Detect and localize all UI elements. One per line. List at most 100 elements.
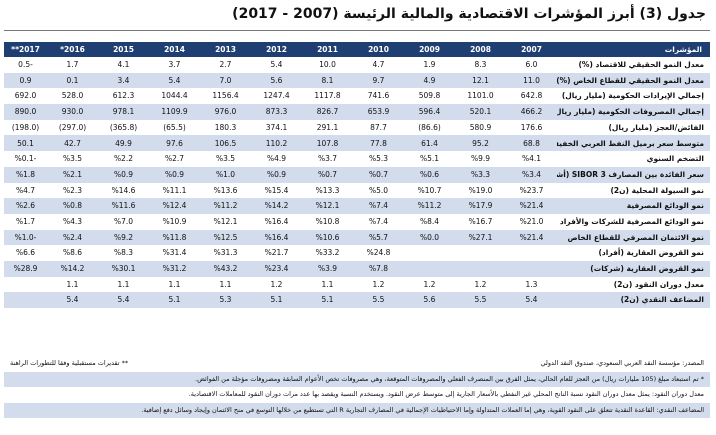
table-cell: %31.2 bbox=[149, 260, 200, 277]
header-2013: 2013 bbox=[200, 42, 251, 57]
row-label: نمو الودائع المصرفية bbox=[557, 198, 710, 214]
table-row: %6.6 %8.6 %8.3 %31.4 %31.3 %21.7 %33.2 %24.8 نمو… bbox=[4, 245, 710, 261]
row-label: إجمالي المصروفات الحكومية (مليار ريال) bbox=[557, 104, 710, 120]
table-cell: 42.7 bbox=[47, 135, 98, 152]
table-cell: %4.7 bbox=[4, 182, 47, 199]
table-cell: 12.1 bbox=[455, 72, 506, 89]
table-cell: 5.4 bbox=[98, 292, 149, 308]
table-cell: %0.9 bbox=[98, 166, 149, 183]
table-cell: 930.0 bbox=[47, 104, 98, 120]
table-cell: 1.1 bbox=[149, 276, 200, 293]
table-cell: 466.2 bbox=[506, 104, 557, 120]
table-cell: 0.9 bbox=[4, 72, 47, 89]
table-cell: %0.7 bbox=[353, 166, 404, 183]
table-cell: %21.0 bbox=[506, 213, 557, 230]
table-cell: %13.3 bbox=[302, 182, 353, 199]
table-cell: 509.8 bbox=[404, 88, 455, 105]
table-cell: 1.2 bbox=[251, 276, 302, 293]
table-cell: %24.8 bbox=[353, 245, 404, 261]
table-cell: %14.2 bbox=[47, 260, 98, 277]
table-cell: %4.1 bbox=[506, 151, 557, 167]
table-cell: %11.2 bbox=[404, 198, 455, 214]
table-row: 1.1 1.1 1.1 1.1 1.2 1.1 1.2 1.2 1.2 1.3 معدل دوران… bbox=[4, 276, 710, 293]
table-row: 692.0 528.0 612.3 1044.4 1156.4 1247.4 1117.8 7… bbox=[4, 88, 710, 105]
table-row: 890.0 930.0 978.1 1109.9 976.0 873.3 826.7 653.… bbox=[4, 104, 710, 120]
table-cell: 1.1 bbox=[98, 276, 149, 293]
table-cell bbox=[4, 292, 47, 308]
table-cell: %10.6 bbox=[302, 229, 353, 246]
table-cell bbox=[506, 245, 557, 261]
table-cell: 5.1 bbox=[149, 292, 200, 308]
table-cell: %2.7 bbox=[149, 151, 200, 167]
table-cell: 580.9 bbox=[455, 119, 506, 136]
table-cell: %0.8 bbox=[47, 198, 98, 214]
table-cell: %9.9 bbox=[455, 151, 506, 167]
header-2008: 2008 bbox=[455, 42, 506, 57]
row-label: نمو السيولة المحلية (ن2) bbox=[557, 182, 710, 199]
table-cell: 1247.4 bbox=[251, 88, 302, 105]
table-cell: 5.4 bbox=[47, 292, 98, 308]
table-row: (198.0) (297.0) (365.8) (65.5) 180.3 374.1 291… bbox=[4, 119, 710, 136]
table-cell: 2.7 bbox=[200, 57, 251, 73]
row-label: معدل النمو الحقيقي للقطاع الخاص (%) bbox=[557, 72, 710, 89]
table-cell: %8.4 bbox=[404, 213, 455, 230]
table-cell: 1.1 bbox=[200, 276, 251, 293]
table-cell: 5.5 bbox=[353, 292, 404, 308]
table-cell: %9.2 bbox=[98, 229, 149, 246]
table-cell: %10.8 bbox=[302, 213, 353, 230]
table-cell: 77.8 bbox=[353, 135, 404, 152]
row-label: المضاعف النقدي (ن2) bbox=[557, 292, 710, 308]
row-label: متوسط سعر برميل النفط العربي الخفيف $ bbox=[557, 135, 710, 152]
table-cell: %21.4 bbox=[506, 229, 557, 246]
table-body: 0.5- 1.7 4.1 3.7 2.7 5.4 10.0 4.7 1.9 8.3 6.0 معدل … bbox=[4, 57, 710, 308]
table-cell: 1101.0 bbox=[455, 88, 506, 105]
table-cell: %5.0 bbox=[353, 182, 404, 199]
header-2012: 2012 bbox=[251, 42, 302, 57]
header-2016: *2016 bbox=[47, 42, 98, 57]
table-cell: %15.4 bbox=[251, 182, 302, 199]
table-cell: %16.4 bbox=[251, 229, 302, 246]
header-2015: 2015 bbox=[98, 42, 149, 57]
table-cell: 61.4 bbox=[404, 135, 455, 152]
forecast-legend: ** تقديرات مستقبلية وفقا للتطورات الراهن… bbox=[10, 359, 129, 367]
row-label: نمو القروض العقارية (أفراد) bbox=[557, 245, 710, 261]
table-cell: %14.2 bbox=[251, 198, 302, 214]
table-cell: %8.3 bbox=[98, 245, 149, 261]
table-cell: 7.0 bbox=[200, 72, 251, 89]
table-row: 0.5- 1.7 4.1 3.7 2.7 5.4 10.0 4.7 1.9 8.3 6.0 معدل … bbox=[4, 57, 710, 73]
table-cell: %1.0 bbox=[200, 166, 251, 183]
row-label: الفائض/العجز (مليار ريال) bbox=[557, 119, 710, 136]
table-cell: 87.7 bbox=[353, 119, 404, 136]
table-cell: %21.4 bbox=[506, 198, 557, 214]
table-cell: %12.1 bbox=[302, 198, 353, 214]
table-cell: %2.3 bbox=[47, 182, 98, 199]
header-2017f: **2017 bbox=[4, 42, 47, 57]
table-cell: 3.4 bbox=[98, 72, 149, 89]
table-cell: 1.1 bbox=[47, 276, 98, 293]
table-cell: 6.0 bbox=[506, 57, 557, 73]
table-cell: 110.2 bbox=[251, 135, 302, 152]
table-cell: 1.3 bbox=[506, 276, 557, 293]
table-cell: 8.1 bbox=[302, 72, 353, 89]
source-line: المصدر: مؤسسة النقد العربي السعودي، صندو… bbox=[4, 356, 710, 372]
table-cell: %11.6 bbox=[98, 198, 149, 214]
table-cell: %1.8 bbox=[4, 166, 47, 183]
table-cell: %0.9 bbox=[149, 166, 200, 183]
table-cell: %3.5 bbox=[47, 151, 98, 167]
row-label: معدل النمو الحقيقي للاقتصاد (%) bbox=[557, 57, 710, 73]
table-row: %1.0- %2.4 %9.2 %11.8 %12.5 %16.4 %10.6 %5.7 %0.… bbox=[4, 229, 710, 246]
table-cell: 653.9 bbox=[353, 104, 404, 120]
table-cell: %10.9 bbox=[149, 213, 200, 230]
table-cell: %23.4 bbox=[251, 260, 302, 277]
table-cell: %13.6 bbox=[200, 182, 251, 199]
indicators-table: **2017 *2016 2015 2014 2013 2012 2011 20… bbox=[4, 42, 710, 308]
header-2014: 2014 bbox=[149, 42, 200, 57]
table-cell: %7.8 bbox=[353, 260, 404, 277]
table-cell: %31.3 bbox=[200, 245, 251, 261]
table-cell: %4.9 bbox=[251, 151, 302, 167]
table-cell: 5.1 bbox=[251, 292, 302, 308]
table-row: 50.1 42.7 49.9 97.6 106.5 110.2 107.8 77.8 61.4 9… bbox=[4, 135, 710, 152]
table-cell: 612.3 bbox=[98, 88, 149, 105]
table-cell: 5.6 bbox=[404, 292, 455, 308]
